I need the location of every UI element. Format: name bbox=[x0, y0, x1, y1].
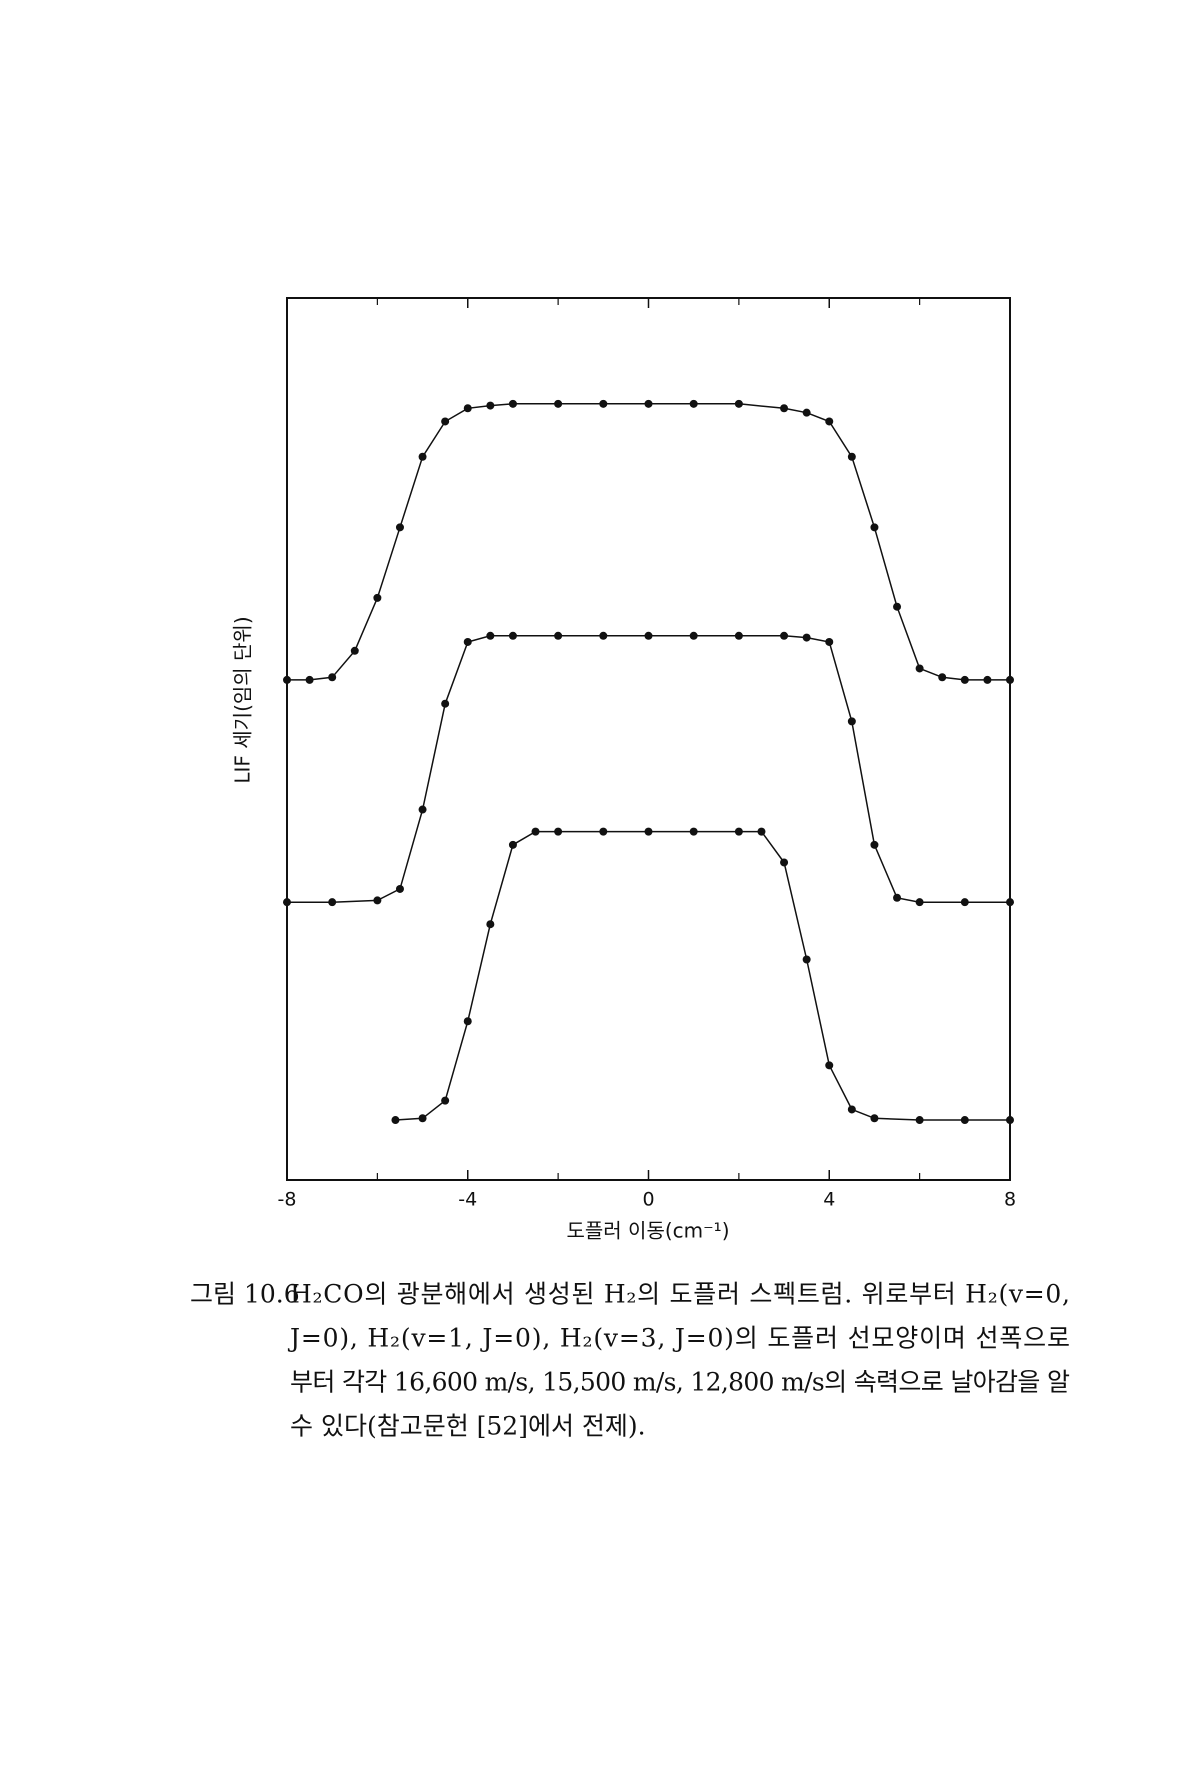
line bbox=[287, 635, 1010, 903]
data-point bbox=[486, 401, 495, 410]
data-point bbox=[395, 884, 404, 893]
data-point bbox=[938, 673, 947, 682]
data-point bbox=[418, 805, 427, 814]
data-point bbox=[893, 893, 902, 902]
plot-frame bbox=[286, 297, 1011, 1181]
data-point bbox=[391, 1116, 400, 1125]
data-point bbox=[915, 1116, 924, 1125]
data-point bbox=[599, 631, 608, 640]
data-point bbox=[847, 1105, 856, 1114]
data-point bbox=[486, 631, 495, 640]
y-axis-label: LIF 세기(임의 단위) bbox=[231, 616, 255, 783]
data-point bbox=[734, 827, 743, 836]
data-point bbox=[554, 827, 563, 836]
data-point bbox=[350, 646, 359, 655]
x-tick-label: -8 bbox=[278, 1189, 297, 1211]
data-point bbox=[283, 675, 291, 684]
data-point bbox=[1006, 675, 1014, 684]
data-point bbox=[486, 920, 495, 929]
data-point bbox=[644, 631, 653, 640]
data-point bbox=[283, 898, 291, 907]
data-point bbox=[870, 523, 879, 532]
caption-line: 수 있다(참고문헌 [52]에서 전제). bbox=[290, 1412, 646, 1441]
data-point bbox=[780, 858, 789, 867]
data-point bbox=[305, 675, 314, 684]
data-point bbox=[441, 417, 450, 426]
data-point bbox=[373, 593, 382, 602]
x-tick-label: 8 bbox=[1004, 1189, 1016, 1211]
data-point bbox=[599, 399, 608, 408]
data-point bbox=[780, 404, 789, 413]
data-point bbox=[825, 637, 834, 646]
x-tick-label: 0 bbox=[642, 1189, 654, 1211]
data-point bbox=[870, 1114, 879, 1123]
data-point bbox=[734, 631, 743, 640]
x-axis-label: 도플러 이동(cm⁻¹) bbox=[566, 1219, 729, 1243]
data-point bbox=[463, 1017, 472, 1026]
caption-label: 그림 10.6 bbox=[190, 1280, 300, 1309]
data-point bbox=[418, 452, 427, 461]
caption-line: H₂CO의 광분해에서 생성된 H₂의 도플러 스펙트럼. 위로부터 H₂(v=… bbox=[290, 1280, 1070, 1309]
data-point bbox=[599, 827, 608, 836]
data-point bbox=[915, 664, 924, 673]
data-point bbox=[644, 827, 653, 836]
caption-line: J=0), H₂(v=1, J=0), H₂(v=3, J=0)의 도플러 선모… bbox=[287, 1324, 1070, 1353]
data-point bbox=[847, 452, 856, 461]
data-point bbox=[780, 631, 789, 640]
data-point bbox=[644, 399, 653, 408]
data-point bbox=[802, 633, 811, 642]
data-point bbox=[802, 955, 811, 964]
data-point bbox=[441, 1096, 450, 1105]
data-point bbox=[554, 631, 563, 640]
x-tick-label: -4 bbox=[458, 1189, 477, 1211]
data-point bbox=[734, 399, 743, 408]
data-point bbox=[554, 399, 563, 408]
data-point bbox=[893, 602, 902, 611]
data-point bbox=[825, 417, 834, 426]
data-point bbox=[870, 840, 879, 849]
data-point bbox=[508, 840, 517, 849]
data-point bbox=[418, 1114, 427, 1123]
data-point bbox=[328, 898, 337, 907]
data-point bbox=[689, 399, 698, 408]
data-point bbox=[441, 699, 450, 708]
data-point bbox=[463, 404, 472, 413]
data-point bbox=[802, 408, 811, 417]
data-point bbox=[983, 675, 992, 684]
data-point bbox=[847, 717, 856, 726]
data-point bbox=[508, 631, 517, 640]
data-point bbox=[757, 827, 766, 836]
data-point bbox=[825, 1061, 834, 1070]
data-point bbox=[960, 675, 969, 684]
data-point bbox=[373, 896, 382, 905]
x-tick-label: 4 bbox=[823, 1189, 835, 1211]
data-point bbox=[463, 637, 472, 646]
data-point bbox=[395, 523, 404, 532]
data-point bbox=[508, 399, 517, 408]
data-point bbox=[1006, 898, 1014, 907]
data-point bbox=[960, 898, 969, 907]
data-point bbox=[531, 827, 540, 836]
caption-line: 부터 각각 16,600 m/s, 15,500 m/s, 12,800 m/s… bbox=[290, 1368, 1070, 1397]
data-point bbox=[328, 673, 337, 682]
data-point bbox=[960, 1116, 969, 1125]
data-point bbox=[915, 898, 924, 907]
data-point bbox=[689, 631, 698, 640]
line bbox=[395, 830, 1010, 1121]
data-point bbox=[1006, 1116, 1014, 1125]
data-point bbox=[689, 827, 698, 836]
